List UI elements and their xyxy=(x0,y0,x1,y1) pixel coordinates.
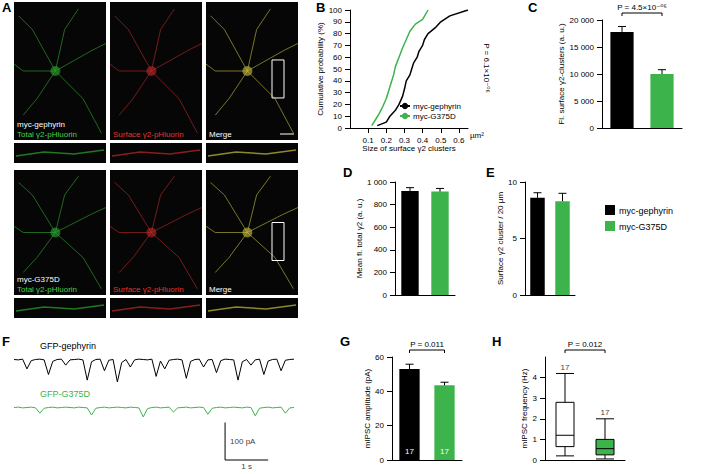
svg-text:4: 4 xyxy=(533,373,538,382)
svg-text:60: 60 xyxy=(375,353,384,362)
svg-text:myc-gephyrin: myc-gephyrin xyxy=(413,102,461,111)
svg-text:0.5: 0.5 xyxy=(435,136,447,145)
svg-text:Surface γ2-pHluorin: Surface γ2-pHluorin xyxy=(113,130,184,139)
svg-text:5 000: 5 000 xyxy=(574,97,595,106)
svg-text:D: D xyxy=(343,165,352,180)
svg-text:17: 17 xyxy=(561,363,570,372)
svg-text:0.3: 0.3 xyxy=(399,136,411,145)
svg-text:Mean fl. total γ2 (a. u.): Mean fl. total γ2 (a. u.) xyxy=(355,198,364,278)
svg-text:50: 50 xyxy=(333,65,342,74)
svg-text:P = 0.011: P = 0.011 xyxy=(410,340,444,349)
svg-text:myc-G375D: myc-G375D xyxy=(413,112,456,121)
svg-text:Size of surface γ2 clusters: Size of surface γ2 clusters xyxy=(362,144,455,153)
svg-text:E: E xyxy=(486,165,495,180)
svg-text:µm²: µm² xyxy=(470,131,484,140)
svg-text:Total γ2-pHluorin: Total γ2-pHluorin xyxy=(17,130,77,139)
svg-text:0.2: 0.2 xyxy=(381,136,393,145)
svg-text:0.6: 0.6 xyxy=(453,136,465,145)
svg-text:P = 4.5×10⁻⁰⁶: P = 4.5×10⁻⁰⁶ xyxy=(617,3,667,12)
svg-text:mIPSC amplitude (pA): mIPSC amplitude (pA) xyxy=(363,368,372,448)
svg-text:0: 0 xyxy=(380,456,385,465)
svg-text:0: 0 xyxy=(513,291,518,300)
svg-text:70: 70 xyxy=(333,41,342,50)
svg-text:0: 0 xyxy=(338,124,343,133)
svg-text:1 000: 1 000 xyxy=(367,178,388,187)
svg-text:15 000: 15 000 xyxy=(570,43,595,52)
svg-text:A: A xyxy=(2,0,12,15)
svg-text:17: 17 xyxy=(440,447,449,456)
svg-text:myc-gephyrin: myc-gephyrin xyxy=(619,206,673,216)
svg-text:90: 90 xyxy=(333,17,342,26)
svg-text:20 000: 20 000 xyxy=(570,16,595,25)
svg-text:myc-gephyrin: myc-gephyrin xyxy=(17,120,65,129)
svg-text:myc-G375D: myc-G375D xyxy=(619,222,668,232)
svg-text:F: F xyxy=(2,334,10,349)
svg-text:80: 80 xyxy=(333,29,342,38)
svg-text:P = 6.1×10⁻⁰⁶: P = 6.1×10⁻⁰⁶ xyxy=(482,43,491,93)
svg-text:0.1: 0.1 xyxy=(363,136,375,145)
svg-text:H: H xyxy=(492,334,501,349)
svg-text:17: 17 xyxy=(405,447,414,456)
svg-text:10 000: 10 000 xyxy=(570,70,595,79)
svg-text:P = 0.012: P = 0.012 xyxy=(568,340,603,349)
svg-text:1: 1 xyxy=(533,435,538,444)
svg-text:5: 5 xyxy=(513,234,518,243)
svg-text:100: 100 xyxy=(329,6,343,15)
svg-text:Merge: Merge xyxy=(209,130,232,139)
svg-text:Total γ2-pHluorin: Total γ2-pHluorin xyxy=(17,285,77,294)
svg-text:20: 20 xyxy=(375,421,384,430)
svg-text:40: 40 xyxy=(375,387,384,396)
svg-text:10: 10 xyxy=(508,178,517,187)
svg-text:400: 400 xyxy=(374,245,388,254)
svg-text:100 pA: 100 pA xyxy=(230,437,256,446)
svg-text:2: 2 xyxy=(533,414,538,423)
svg-text:60: 60 xyxy=(333,53,342,62)
svg-text:Cumulative probability (%): Cumulative probability (%) xyxy=(316,22,325,116)
svg-text:10: 10 xyxy=(333,112,342,121)
svg-text:20: 20 xyxy=(333,100,342,109)
svg-text:17: 17 xyxy=(601,408,610,417)
svg-text:200: 200 xyxy=(374,268,388,277)
svg-text:0.4: 0.4 xyxy=(417,136,429,145)
svg-text:0: 0 xyxy=(533,456,538,465)
svg-text:800: 800 xyxy=(374,200,388,209)
svg-text:C: C xyxy=(528,0,538,15)
svg-text:myc-G375D: myc-G375D xyxy=(17,275,60,284)
svg-text:0: 0 xyxy=(383,291,388,300)
svg-text:Merge: Merge xyxy=(209,285,232,294)
svg-text:3: 3 xyxy=(533,394,538,403)
svg-text:G: G xyxy=(340,334,350,349)
svg-text:1 s: 1 s xyxy=(241,462,252,471)
svg-text:Surface γ2-pHluorin: Surface γ2-pHluorin xyxy=(113,285,184,294)
svg-text:Surface γ2 cluster / 20 µm: Surface γ2 cluster / 20 µm xyxy=(496,192,505,285)
svg-text:GFP-G375D: GFP-G375D xyxy=(40,389,91,399)
svg-text:0: 0 xyxy=(590,124,595,133)
svg-text:30: 30 xyxy=(333,88,342,97)
svg-text:600: 600 xyxy=(374,223,388,232)
svg-text:40: 40 xyxy=(333,76,342,85)
svg-text:GFP-gephyrin: GFP-gephyrin xyxy=(40,341,96,351)
svg-text:B: B xyxy=(316,0,325,15)
svg-text:mIPSC frequency (Hz): mIPSC frequency (Hz) xyxy=(520,368,529,448)
svg-text:Fl. surface γ2-clusters (a. u.: Fl. surface γ2-clusters (a. u.) xyxy=(557,23,566,125)
